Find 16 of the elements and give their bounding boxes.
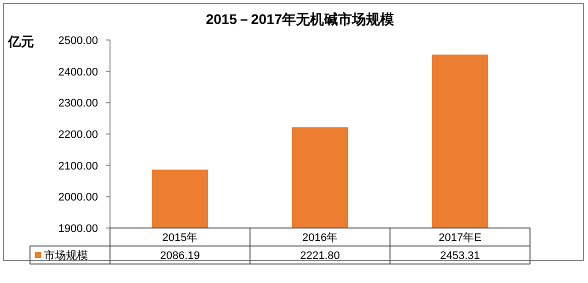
y-tick-label: 2500.00: [58, 35, 98, 47]
x-tick-label: 2017年E: [438, 232, 482, 244]
chart-title: 2015－2017年无机碱市场规模: [206, 11, 396, 27]
y-tick-label: 2400.00: [58, 66, 98, 78]
y-axis-title: 亿元: [7, 34, 34, 49]
legend-label: 市场规模: [44, 249, 88, 262]
y-tick-label: 2000.00: [58, 192, 98, 204]
y-tick-label: 1900.00: [58, 223, 98, 235]
data-label: 2221.80: [300, 250, 340, 262]
y-tick-label: 2200.00: [58, 129, 98, 141]
data-label: 2453.31: [440, 250, 480, 262]
data-label: 2086.19: [160, 250, 200, 262]
x-tick-label: 2016年: [302, 232, 338, 244]
y-tick-label: 2300.00: [58, 98, 98, 110]
x-tick-label: 2015年: [162, 232, 198, 244]
y-tick-label: 2100.00: [58, 160, 98, 172]
